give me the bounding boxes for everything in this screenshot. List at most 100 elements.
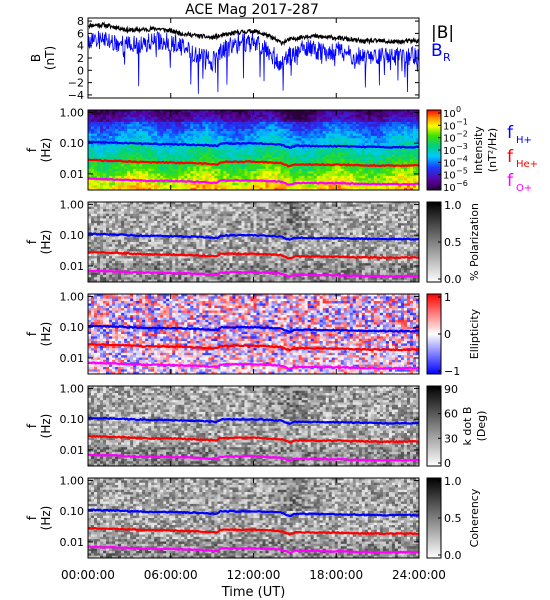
x-tick-label-2: 12:00:00 [227,568,281,582]
panel-0-frame [87,17,420,99]
y-tick-label: 0.01 [60,260,85,273]
colorbar-tick-label: 60 [444,408,458,421]
legend-label-sub-1: He+ [516,159,538,170]
gyrofrequency-line-foplus [87,177,420,186]
colorbar-tick-label: 0.5 [444,512,462,525]
x-axis-tick-labels: 00:00:00 06:00:00 12:00:00 18:00:00 24:0… [61,568,446,582]
colorbar-tick-exponent: −2 [456,130,468,139]
legend-label-sub-0: H+ [516,135,532,146]
colorbar-unit: (nT²/Hz) [486,128,499,172]
colorbar-tick-label: 10 [443,158,456,169]
spectrogram-image-1 [88,110,420,191]
colorbar-tick-label: 10 [443,109,456,120]
panel-1-frame [87,109,420,191]
panel-4: 1.00 0.10 0.01 f (Hz) 90 60 30 0 k dot B (Deg) [25,382,488,470]
chart-title: ACE Mag 2017-287 [185,2,319,18]
y-axis-unit: (Hz) [39,138,53,163]
legend-label-0: f [507,123,514,143]
panel-3-frame [87,293,420,375]
colorbar-tick-label: −1 [444,365,460,378]
y-axis-label: B [29,54,43,62]
colorbar-tick-label: 10 [443,171,456,182]
y-tick-label: 1.00 [60,198,85,211]
colorbar-tick-exponent: −5 [456,167,468,176]
y-tick-label: 0.10 [60,137,85,150]
y-tick-label: 0.10 [60,229,85,242]
legend-label-sub-2: O+ [516,183,532,194]
colorbar-tick-label: 1 [444,291,451,304]
colorbar-tick-label: 10 [443,121,456,132]
colorbar-tick-label: 0 [444,328,451,341]
y-tick-label: 0.01 [60,168,85,181]
y-tick-label: 0.10 [60,413,85,426]
colorbar-unit: (Deg) [475,411,488,442]
x-axis-label: Time (UT) [221,585,286,600]
y-tick-label: 0.10 [60,505,85,518]
y-tick-label: 0 [77,64,84,77]
colorbar-tick-exponent: −4 [456,154,468,163]
panel-5: 1.00 0.10 0.01 f (Hz) 1.0 0.5 0.0 Coherency [25,474,481,562]
series-line-b-r [87,30,420,94]
y-tick-label: 0.01 [60,444,85,457]
colorbar-tick-label: 1.0 [444,199,462,212]
colorbar-tick-exponent: 0 [456,105,461,114]
y-axis-label: f [25,239,39,244]
gyrofrequency-line-foplus [87,453,420,462]
colorbar-tick-label: 0 [444,457,451,470]
gyrofrequency-line-fhplus [87,232,420,241]
colorbar-tick-label: 90 [444,383,458,396]
series-line-b-total [87,21,420,47]
colorbar-tick-label: 10 [443,134,456,145]
colorbar-tick-label: 10 [443,146,456,157]
colorbar-label: Ellipticity [468,308,481,359]
colorbar-label: Intensity [472,126,485,174]
y-tick-label: 1.00 [60,290,85,303]
y-axis-label: f [25,423,39,428]
spectrogram-image-2 [88,202,420,283]
y-axis-label: f [25,515,39,520]
x-tick-label-4: 24:00:00 [392,568,446,582]
x-tick-label-0: 00:00:00 [61,568,115,582]
y-axis-label: f [25,331,39,336]
colorbar-tick-label: 0.0 [444,549,462,562]
colorbar-tick-exponent: −6 [456,179,468,188]
y-axis-unit: (Hz) [39,230,53,255]
legend-label-1: B [431,41,443,61]
spectrogram-image-5 [88,478,420,559]
spectrogram-image-4 [88,386,420,467]
gyrofrequency-line-fheplus [87,343,420,352]
legend-label-1: f [507,147,514,167]
colorbar-tick-exponent: −1 [456,117,468,126]
gyrofrequency-line-fheplus [87,250,420,260]
y-tick-label: 0.01 [60,536,85,549]
gyrofrequency-line-fhplus [87,508,420,518]
y-tick-label: 4 [77,40,84,53]
legend-label-2: f [507,171,514,191]
y-axis-label: f [25,147,39,152]
y-tick-label: 1.00 [60,382,85,395]
colorbar-tick-label: 0.5 [444,236,462,249]
panel-3: 1.00 0.10 0.01 f (Hz) 1 0 −1 Ellipticity [25,290,481,378]
panel-5-frame [87,477,420,559]
y-tick-label: 6 [77,27,84,40]
gyrofrequency-line-fhplus [87,324,420,333]
y-axis-unit: (nT) [43,46,57,70]
spectrogram-image-3 [88,294,420,375]
y-axis-unit: (Hz) [39,414,53,439]
y-axis-unit: (Hz) [39,506,53,531]
y-tick-label: 2 [77,52,84,65]
gyrofrequency-line-fheplus [87,526,420,536]
colorbar-tick-label: 30 [444,432,458,445]
panel-4-frame [87,385,420,467]
y-axis-unit: (Hz) [39,322,53,347]
x-tick-label-1: 06:00:00 [144,568,198,582]
y-tick-label: 8 [77,15,84,28]
colorbar-tick-label: 10 [443,183,456,194]
colorbar-4 [426,385,442,467]
panel-2: 1.00 0.10 0.01 f (Hz) 1.0 0.5 0.0 % Polarization [25,198,481,286]
gyrofrequency-line-fhplus [87,140,420,149]
gyrofrequency-line-foplus [87,361,420,370]
